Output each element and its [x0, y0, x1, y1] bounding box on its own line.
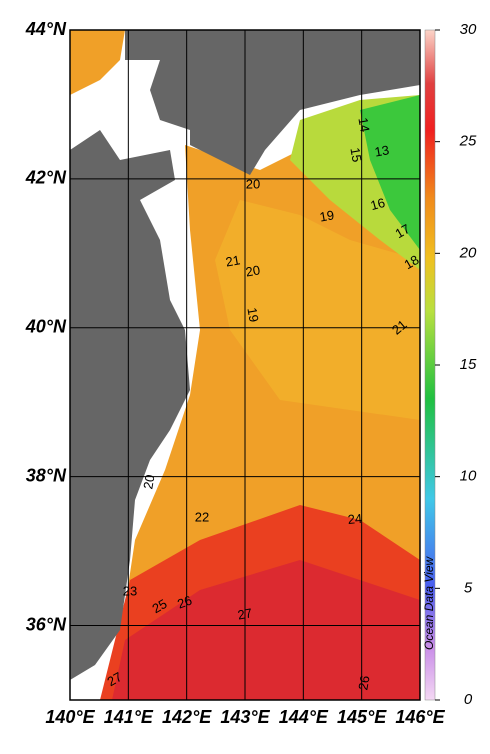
lon-label: 146°E	[395, 707, 445, 727]
ocean-hottest	[112, 560, 420, 700]
contour-label: 20	[140, 473, 157, 490]
contour-label: 19	[244, 306, 261, 323]
land-honshu	[70, 130, 190, 680]
contour-label: 14	[355, 116, 372, 133]
lon-label: 140°E	[45, 707, 95, 727]
contour-label: 21	[224, 252, 241, 269]
colorbar-label: 10	[460, 468, 477, 485]
contour-label: 16	[369, 195, 387, 213]
lat-label: 40°N	[25, 317, 67, 337]
lon-label: 144°E	[279, 707, 329, 727]
contour-label: 27	[104, 669, 124, 689]
contour-label: 22	[195, 509, 209, 524]
lat-label: 42°N	[25, 168, 67, 188]
contour-label: 20	[246, 176, 260, 191]
watermark: Ocean Data View	[422, 556, 436, 650]
colorbar-label: 15	[460, 356, 477, 373]
ocean-mid	[215, 200, 420, 420]
lon-label: 141°E	[104, 707, 154, 727]
lat-label: 44°N	[25, 19, 67, 39]
contour-label: 24	[347, 511, 363, 527]
land-hokkaido	[125, 30, 420, 175]
lat-label: 36°N	[26, 614, 67, 634]
colorbar-label: 0	[464, 691, 473, 708]
lat-label: 38°N	[26, 465, 67, 485]
contour-label: 23	[123, 583, 137, 598]
contour-label: 20	[244, 262, 261, 279]
lon-label: 145°E	[337, 707, 387, 727]
contour-label: 19	[318, 207, 335, 224]
contour-label: 15	[347, 146, 364, 163]
ocean-nw	[70, 30, 125, 95]
ocean-cold	[360, 95, 420, 250]
contour-label: 26	[175, 592, 194, 611]
contour-label: 13	[373, 142, 390, 159]
contour-label: 27	[236, 605, 253, 622]
contour-label: 26	[355, 674, 372, 691]
colorbar-label: 25	[459, 133, 477, 150]
lon-label: 143°E	[220, 707, 270, 727]
colorbar-label: 20	[459, 244, 477, 261]
colorbar-label: 30	[460, 21, 477, 38]
contour-label: 18	[401, 252, 421, 272]
contour-label: 17	[392, 221, 412, 241]
contour-label: 25	[149, 596, 169, 616]
lon-label: 142°E	[162, 707, 212, 727]
colorbar-label: 5	[464, 579, 473, 596]
